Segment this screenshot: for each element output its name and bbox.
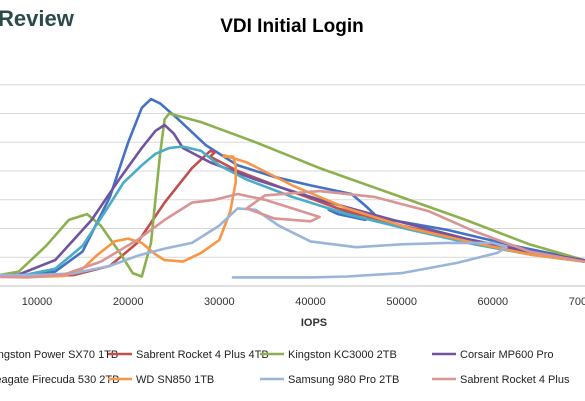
chart-title: VDI Initial Login — [220, 16, 364, 37]
x-tick-label: 50000 — [386, 296, 417, 308]
gridlines — [0, 84, 585, 287]
x-tick-label: 30000 — [204, 296, 235, 308]
x-tick-label: 70000 — [569, 296, 585, 308]
x-tick-label: 60000 — [478, 296, 509, 308]
legend-label: Kingston KC3000 2TB — [288, 349, 397, 361]
legend: Kingston Power SX70 1TB Sabrent Rocket 4 … — [0, 349, 570, 386]
series-lines — [0, 97, 585, 279]
x-tick-label: 40000 — [295, 296, 326, 308]
series-line-5 — [0, 145, 585, 278]
legend-label: Corsair MP600 Pro — [460, 349, 554, 361]
series-line-6 — [0, 153, 585, 279]
series-line-1 — [0, 97, 585, 278]
legend-label: Seagate Firecuda 530 2TB — [0, 374, 119, 386]
series-line-4 — [0, 123, 585, 277]
series-line-3 — [0, 112, 585, 278]
legend-label: Sabrent Rocket 4 Plus — [460, 374, 570, 386]
x-tick-label: 20000 — [113, 296, 144, 308]
brand-logo-text: Review — [0, 6, 75, 31]
legend-label: WD SN850 1TB — [136, 374, 214, 386]
x-tick-label: 10000 — [22, 296, 53, 308]
legend-label: Sabrent Rocket 4 Plus 4TB — [136, 349, 269, 361]
x-axis-ticks: 10000 20000 30000 40000 50000 60000 70000 — [22, 296, 585, 308]
x-axis-label: IOPS — [301, 317, 327, 329]
legend-label: Kingston Power SX70 1TB — [0, 349, 118, 361]
legend-label: Samsung 980 Pro 2TB — [288, 374, 399, 386]
series-line-7 — [0, 207, 508, 279]
series-line-8 — [0, 189, 585, 279]
